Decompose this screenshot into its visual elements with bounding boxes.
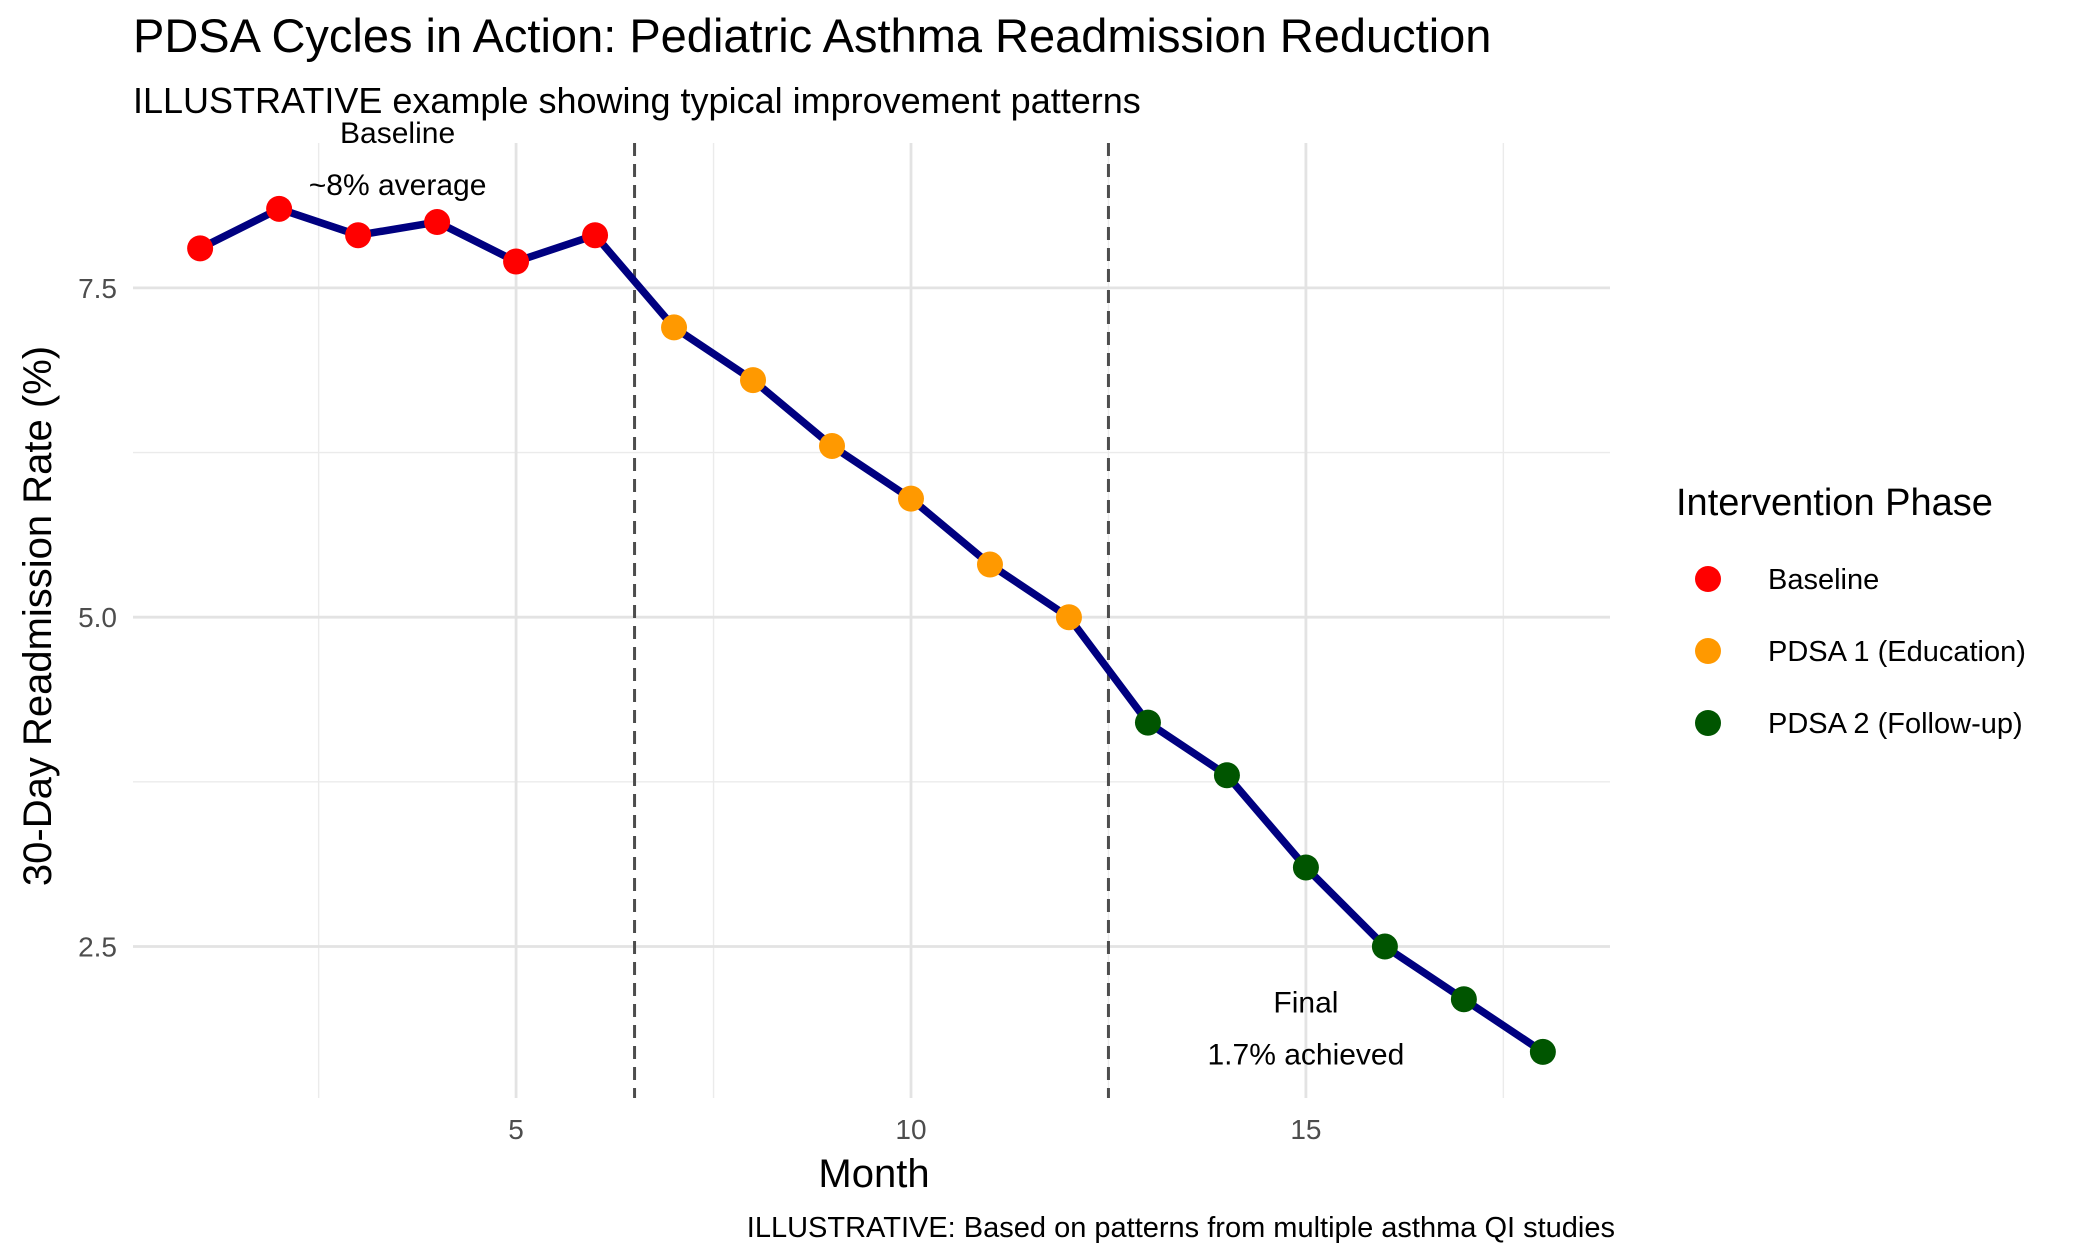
data-point-pdsa-2-follow-up: [1292, 854, 1319, 881]
chart-subtitle: ILLUSTRATIVE example showing typical imp…: [133, 80, 1141, 121]
data-point-pdsa-2-follow-up: [1213, 762, 1240, 789]
x-tick-label: 5: [508, 1114, 524, 1145]
legend-key-pdsa-2-follow-up: [1695, 710, 1721, 736]
data-point-pdsa-2-follow-up: [1450, 986, 1477, 1013]
data-point-pdsa-1-education: [1055, 604, 1082, 631]
x-tick-label: 10: [895, 1114, 926, 1145]
x-axis-title: Month: [818, 1152, 929, 1196]
series-line: [198, 205, 1545, 1056]
data-point-baseline: [187, 235, 214, 262]
legend-key-baseline: [1695, 566, 1721, 592]
data-point-pdsa-1-education: [819, 432, 846, 459]
phase-boundary-lines: [633, 143, 1110, 1098]
x-tick-label: 15: [1290, 1114, 1321, 1145]
axis-ticks: 5 10 15 2.5 5.0 7.5: [78, 273, 1321, 1145]
legend-label-pdsa-2-follow-up: PDSA 2 (Follow-up): [1768, 708, 2023, 740]
data-point-baseline: [345, 222, 372, 249]
grid-lines: [133, 143, 1610, 1098]
annotation-text: 1.7% achieved: [1208, 1038, 1405, 1071]
data-point-baseline: [424, 209, 451, 236]
data-point-pdsa-1-education: [976, 551, 1003, 578]
y-axis-title: 30-Day Readmission Rate (%): [16, 346, 60, 886]
legend-title: Intervention Phase: [1676, 482, 1993, 524]
y-tick-label: 7.5: [78, 273, 117, 304]
legend-label-pdsa-1-education: PDSA 1 (Education): [1768, 636, 2026, 668]
data-point-pdsa-2-follow-up: [1371, 933, 1398, 960]
readmission-trend-line: [198, 205, 1545, 1056]
data-point-pdsa-1-education: [661, 314, 688, 341]
legend: Intervention Phase Baseline PDSA 1 (Educa…: [1676, 482, 2026, 740]
annotation-text: ~8% average: [309, 169, 487, 202]
chart-caption: ILLUSTRATIVE: Based on patterns from mul…: [747, 1212, 1615, 1244]
data-point-baseline: [503, 248, 530, 275]
data-point-pdsa-1-education: [897, 485, 924, 512]
data-points: [187, 195, 1556, 1065]
y-tick-label: 5.0: [78, 602, 117, 633]
legend-label-baseline: Baseline: [1768, 564, 1879, 596]
legend-key-pdsa-1-education: [1695, 638, 1721, 664]
annotations: Baseline ~8% average Final 1.7% achieved: [309, 117, 1405, 1071]
data-point-baseline: [266, 195, 293, 222]
data-point-pdsa-2-follow-up: [1529, 1038, 1556, 1065]
chart-title: PDSA Cycles in Action: Pediatric Asthma …: [133, 9, 1491, 62]
annotation-text: Final: [1273, 986, 1338, 1019]
data-point-pdsa-2-follow-up: [1134, 709, 1161, 736]
annotation-text: Baseline: [340, 117, 455, 150]
data-point-baseline: [582, 222, 609, 249]
data-point-pdsa-1-education: [740, 367, 767, 394]
legend-items: Baseline PDSA 1 (Education) PDSA 2 (Follow…: [1695, 564, 2026, 740]
y-tick-label: 2.5: [78, 932, 117, 963]
